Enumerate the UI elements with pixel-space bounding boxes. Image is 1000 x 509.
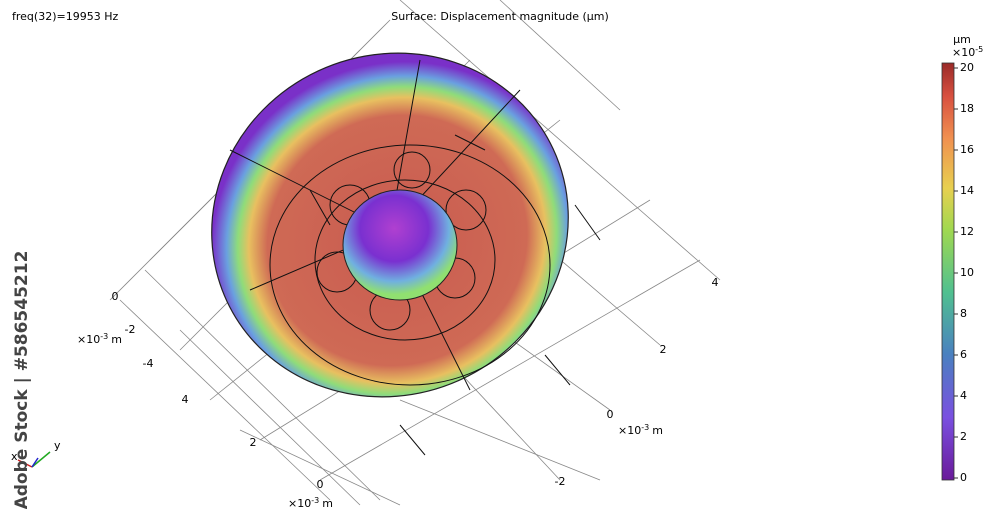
axis-unit: ×10-3 m [77,332,122,347]
colorbar-tick-label: 12 [960,225,974,238]
unit-scale: ×10 [77,333,100,346]
colorbar-tick-label: 6 [960,348,967,361]
triad-x: x [11,450,18,463]
colorbar-tick-label: 20 [960,61,974,74]
axis-unit: ×10-3 m [618,423,663,438]
unit-exponent: -3 [311,496,319,505]
axis-tick-label: 4 [182,393,189,406]
colorbar-tick-label: 16 [960,143,974,156]
colorbar-scale: ×10-5 [952,45,983,60]
axis-tick-label: 0 [112,290,119,303]
frequency-label: freq(32)=19953 Hz [12,10,118,23]
plot-title: Surface: Displacement magnitude (µm) [391,10,609,23]
unit-name: m [111,333,122,346]
colorbar-tick-label: 8 [960,307,967,320]
axis-tick-label: 0 [317,478,324,491]
axis-unit: ×10-3 m [288,496,333,509]
unit-exponent: -3 [100,332,108,341]
axis-tick-label: -2 [555,475,566,488]
unit-name: m [322,497,333,509]
scale: ×10 [952,46,975,59]
colorbar-tick-label: 14 [960,184,974,197]
colorbar-tick-label: 18 [960,102,974,115]
colorbar-ticks: 0 2 4 6 8 10 12 14 16 18 20 [954,61,974,484]
axis-tick-label: 0 [607,408,614,421]
axis-tick-label: 2 [660,343,667,356]
watermark: Adobe Stock | #586545212 [12,251,32,509]
axis-tick-label: 2 [250,436,257,449]
triad-y: y [54,439,61,452]
colorbar-tick-label: 4 [960,389,967,402]
hub [342,189,458,301]
axis-tick-label: -2 [125,323,136,336]
triad: x y [11,439,61,468]
colorbar-unit: µm [953,33,971,46]
axis-tick-label: 4 [712,276,719,289]
colorbar-tick-label: 2 [960,430,967,443]
unit-name: m [652,424,663,437]
colorbar [941,62,955,481]
model [211,52,601,456]
axis-tick-label: -4 [143,357,154,370]
unit-scale: ×10 [288,497,311,509]
colorbar-tick-label: 0 [960,471,967,484]
unit-exponent: -3 [641,423,649,432]
unit-scale: ×10 [618,424,641,437]
exponent: -5 [975,45,983,54]
colorbar-tick-label: 10 [960,266,974,279]
